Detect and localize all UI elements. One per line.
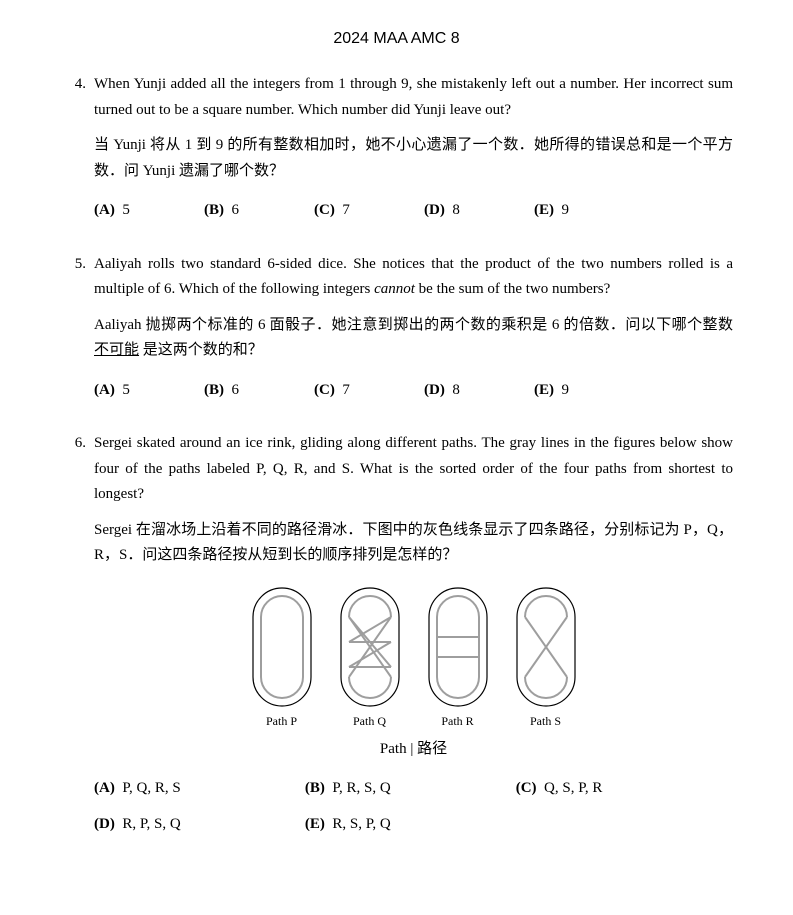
page-header: 2024 MAA AMC 8 [60, 30, 733, 48]
problem-text-en: Aaliyah rolls two standard 6-sided dice.… [94, 252, 733, 303]
choice-e: (E) R, S, P, Q [305, 812, 516, 838]
problem-text-en: Sergei skated around an ice rink, glidin… [94, 431, 733, 508]
figure-label: Path R [441, 711, 473, 731]
choice-c: (C) 7 [314, 198, 424, 224]
choice-e: (E) 9 [534, 378, 644, 404]
choice-a: (A) P, Q, R, S [94, 776, 305, 802]
choice-b: (B) P, R, S, Q [305, 776, 516, 802]
figure-path-s: Path S [516, 587, 576, 731]
choice-e: (E) 9 [534, 198, 644, 224]
problem-number: 5. [60, 252, 94, 278]
figure-label: Path S [530, 711, 561, 731]
figure-path-q: Path Q [340, 587, 400, 731]
choice-d: (D) 8 [424, 198, 534, 224]
path-figures: Path P [94, 587, 733, 731]
problem-text-en: When Yunji added all the integers from 1… [94, 72, 733, 123]
choice-a: (A) 5 [94, 198, 204, 224]
answer-choices: (A) 5 (B) 6 (C) 7 (D) 8 (E) 9 [94, 378, 733, 404]
figure-caption: Path | 路径 [94, 737, 733, 763]
problem-6: 6. Sergei skated around an ice rink, gli… [60, 431, 733, 847]
choice-d: (D) 8 [424, 378, 534, 404]
problem-number: 4. [60, 72, 94, 98]
answer-choices: (A) P, Q, R, S (B) P, R, S, Q (C) Q, S, … [94, 776, 733, 847]
problem-text-zh: 当 Yunji 将从 1 到 9 的所有整数相加时，她不小心遗漏了一个数．她所得… [94, 133, 733, 184]
problem-4: 4. When Yunji added all the integers fro… [60, 72, 733, 224]
choice-a: (A) 5 [94, 378, 204, 404]
answer-choices: (A) 5 (B) 6 (C) 7 (D) 8 (E) 9 [94, 198, 733, 224]
problem-text-zh: Sergei 在溜冰场上沿着不同的路径滑冰．下图中的灰色线条显示了四条路径，分别… [94, 518, 733, 569]
choice-b: (B) 6 [204, 378, 314, 404]
choice-b: (B) 6 [204, 198, 314, 224]
choice-d: (D) R, P, S, Q [94, 812, 305, 838]
problem-text-zh: Aaliyah 抛掷两个标准的 6 面骰子．她注意到掷出的两个数的乘积是 6 的… [94, 313, 733, 364]
choice-c: (C) Q, S, P, R [516, 776, 727, 802]
figure-path-r: Path R [428, 587, 488, 731]
figure-label: Path Q [353, 711, 386, 731]
problem-5: 5. Aaliyah rolls two standard 6-sided di… [60, 252, 733, 404]
figure-path-p: Path P [252, 587, 312, 731]
problem-number: 6. [60, 431, 94, 457]
choice-c: (C) 7 [314, 378, 424, 404]
figure-label: Path P [266, 711, 297, 731]
